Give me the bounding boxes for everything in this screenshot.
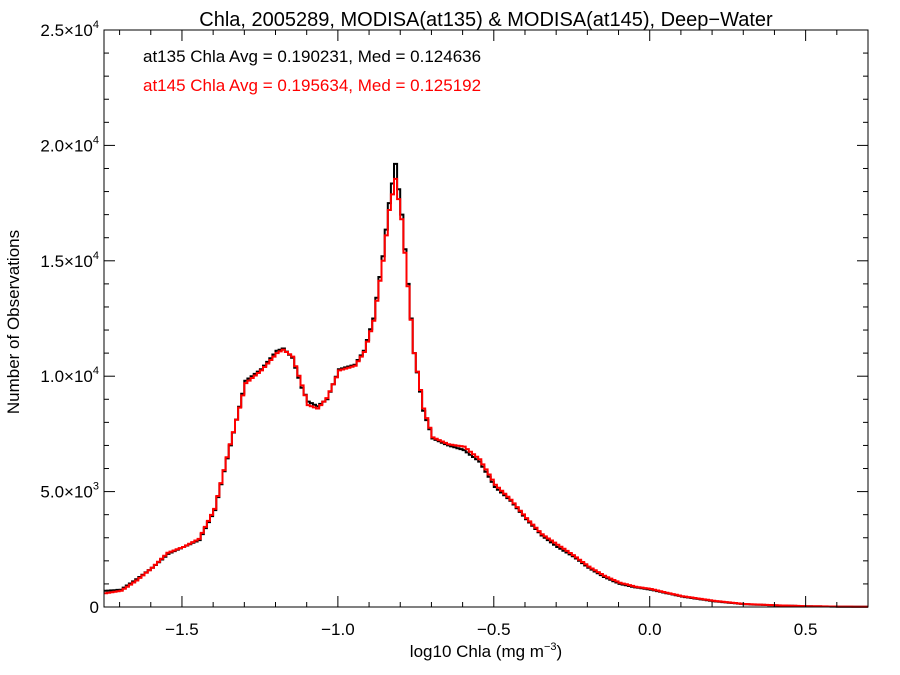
y-tick-label: 2.0×104 (40, 134, 99, 155)
y-tick-label: 0 (90, 598, 99, 617)
x-axis-label-close: ) (557, 642, 563, 661)
annotation-at145: at145 Chla Avg = 0.195634, Med = 0.12519… (143, 76, 481, 95)
plot-frame (103, 29, 869, 608)
x-axis-label: log10 Chla (mg m−3) (410, 641, 562, 661)
series-layer (104, 162, 868, 608)
x-axis-label-exponent: −3 (544, 641, 557, 653)
x-tick-label: 0.0 (638, 620, 662, 639)
x-tick-label: −1.5 (165, 620, 199, 639)
y-tick-label: 5.0×103 (40, 481, 99, 502)
y-tick-label: 1.5×104 (40, 250, 99, 271)
annotation-at135: at135 Chla Avg = 0.190231, Med = 0.12463… (143, 47, 481, 66)
x-tick-label: 0.5 (794, 620, 818, 639)
chart-title: Chla, 2005289, MODISA(at135) & MODISA(at… (199, 9, 773, 31)
y-tick-label: 2.5×104 (40, 19, 99, 40)
y-tick-label: 1.0×104 (40, 365, 99, 386)
axes-layer: −1.5 −1.0 −0.5 0.0 0.5 0 5.0×103 1.0×104 1.5×104… (40, 19, 869, 639)
histogram-series-1 (104, 162, 868, 608)
x-tick-label: −0.5 (477, 620, 511, 639)
histogram-series-2 (104, 177, 868, 608)
y-axis-label: Number of Observations (4, 230, 23, 414)
x-axis-label-main: log10 Chla (mg m (410, 642, 544, 661)
x-tick-label: −1.0 (321, 620, 355, 639)
